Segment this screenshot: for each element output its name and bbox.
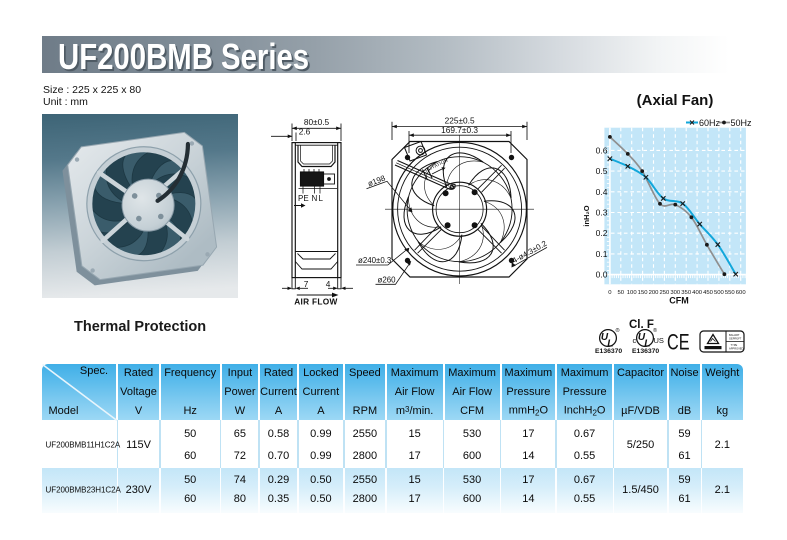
svg-text:80±0.5: 80±0.5 <box>304 117 330 127</box>
svg-text:®: ® <box>616 327 620 334</box>
svg-text:4-ø4.3±0.2: 4-ø4.3±0.2 <box>511 239 549 265</box>
svg-text:2.6: 2.6 <box>299 126 311 136</box>
svg-text:ø198: ø198 <box>366 173 387 188</box>
svg-text:7: 7 <box>304 279 309 289</box>
svg-text:350: 350 <box>681 290 692 296</box>
svg-text:AIR FLOW: AIR FLOW <box>294 296 337 306</box>
svg-text:0.4: 0.4 <box>596 187 608 197</box>
svg-text:®: ® <box>653 327 657 334</box>
svg-text:BAUART: BAUART <box>729 333 740 337</box>
svg-text:0.0: 0.0 <box>596 270 608 280</box>
svg-text:150: 150 <box>638 290 649 296</box>
svg-text:L: L <box>319 194 324 203</box>
svg-text:CFM: CFM <box>669 296 689 306</box>
svg-text:E136370: E136370 <box>632 348 659 355</box>
svg-text:450: 450 <box>703 290 714 296</box>
svg-text:50Hz: 50Hz <box>731 118 753 128</box>
svg-text:0.3: 0.3 <box>596 208 608 218</box>
svg-text:0: 0 <box>608 290 612 296</box>
svg-text:U: U <box>638 332 646 343</box>
svg-text:Cl. F: Cl. F <box>629 319 654 331</box>
svg-text:PE: PE <box>298 194 309 203</box>
svg-text:550: 550 <box>725 290 736 296</box>
svg-text:APPROVED: APPROVED <box>729 346 744 350</box>
svg-text:ø240±0.3: ø240±0.3 <box>358 256 392 265</box>
svg-text:250: 250 <box>659 290 670 296</box>
svg-text:TYPE: TYPE <box>731 343 738 347</box>
svg-text:inH₂O: inH₂O <box>582 205 591 226</box>
svg-text:169.7±0.3: 169.7±0.3 <box>441 125 478 135</box>
svg-text:300: 300 <box>670 290 681 296</box>
svg-text:GEPRÜFT: GEPRÜFT <box>729 336 742 340</box>
svg-text:L: L <box>644 338 650 349</box>
svg-text:U: U <box>601 332 609 343</box>
svg-text:400: 400 <box>692 290 703 296</box>
svg-text:600: 600 <box>736 290 747 296</box>
svg-text:N: N <box>312 194 318 203</box>
svg-text:0.5: 0.5 <box>596 166 608 176</box>
svg-text:500: 500 <box>714 290 725 296</box>
svg-text:50: 50 <box>618 290 625 296</box>
svg-text:0.1: 0.1 <box>596 249 608 259</box>
svg-text:0.2: 0.2 <box>596 228 608 238</box>
svg-text:US: US <box>654 336 664 345</box>
svg-text:E136370: E136370 <box>595 348 622 355</box>
svg-text:0.6: 0.6 <box>596 145 608 155</box>
svg-text:200: 200 <box>649 290 660 296</box>
svg-text:L: L <box>607 338 613 349</box>
svg-text:60Hz: 60Hz <box>699 118 721 128</box>
svg-text:c: c <box>633 336 637 345</box>
svg-text:ø260: ø260 <box>378 275 397 284</box>
svg-text:CE: CE <box>667 330 690 355</box>
svg-text:100: 100 <box>627 290 638 296</box>
svg-text:225±0.5: 225±0.5 <box>445 116 475 126</box>
svg-text:4: 4 <box>326 279 331 289</box>
